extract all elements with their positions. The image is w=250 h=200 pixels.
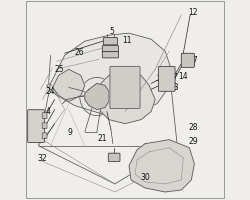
FancyBboxPatch shape	[108, 153, 120, 162]
Polygon shape	[85, 84, 109, 110]
Text: 30: 30	[140, 173, 150, 181]
Text: 5: 5	[110, 27, 114, 35]
Text: 25: 25	[55, 65, 64, 73]
FancyBboxPatch shape	[42, 113, 47, 119]
Text: 27: 27	[188, 56, 198, 64]
Text: 2: 2	[31, 125, 36, 133]
Text: 21: 21	[97, 134, 107, 142]
FancyBboxPatch shape	[42, 123, 47, 129]
Text: 14: 14	[178, 72, 188, 80]
Text: 32: 32	[38, 154, 48, 162]
FancyBboxPatch shape	[28, 110, 44, 143]
Polygon shape	[53, 70, 85, 102]
Text: 24: 24	[46, 87, 56, 95]
FancyBboxPatch shape	[103, 38, 118, 46]
FancyBboxPatch shape	[102, 52, 118, 59]
Text: 31: 31	[109, 153, 119, 161]
Text: 11: 11	[122, 36, 132, 44]
Polygon shape	[46, 34, 171, 116]
FancyBboxPatch shape	[102, 46, 118, 53]
Text: 13: 13	[170, 83, 179, 91]
FancyBboxPatch shape	[158, 67, 175, 92]
Polygon shape	[97, 72, 155, 124]
Text: 9: 9	[67, 128, 72, 136]
Text: 17: 17	[168, 73, 178, 81]
Text: 4: 4	[45, 107, 50, 115]
Text: 29: 29	[188, 137, 198, 145]
Text: 26: 26	[75, 48, 85, 56]
FancyBboxPatch shape	[42, 133, 47, 139]
FancyBboxPatch shape	[181, 54, 194, 68]
FancyBboxPatch shape	[110, 67, 140, 109]
Text: 12: 12	[188, 8, 198, 16]
Polygon shape	[129, 140, 194, 192]
Text: 28: 28	[188, 123, 198, 131]
